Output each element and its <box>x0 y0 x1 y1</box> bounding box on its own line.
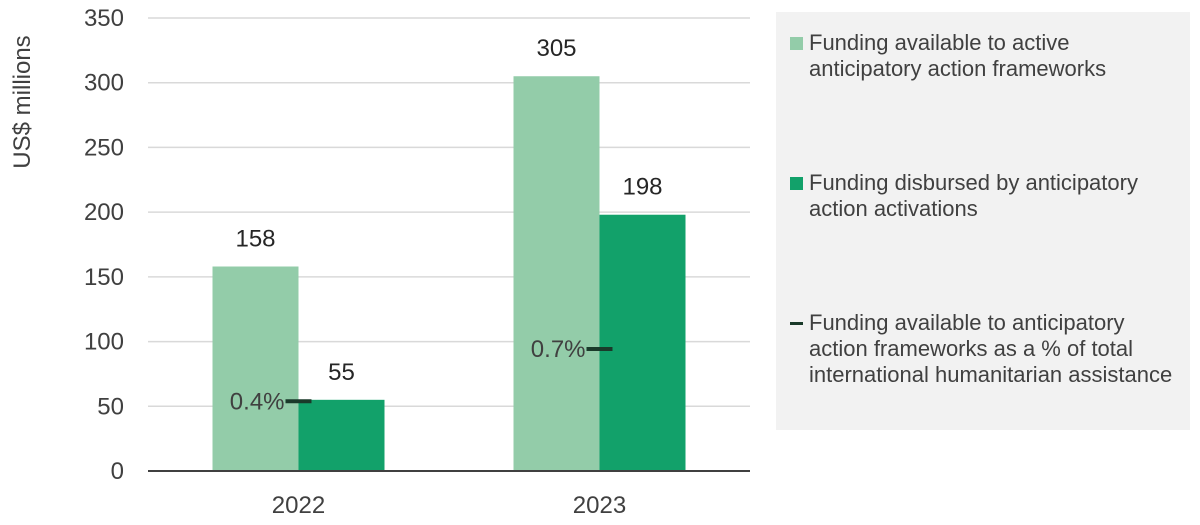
y-tick-label: 100 <box>84 329 124 356</box>
y-axis-label: US$ millions <box>9 35 36 168</box>
y-tick-label: 50 <box>97 393 124 420</box>
bar-2022-series-1 <box>212 266 299 471</box>
legend-label-available: Funding available to active anticipatory… <box>809 30 1107 81</box>
legend-swatch-available <box>790 37 803 50</box>
x-tick-label-2023: 2023 <box>573 492 626 519</box>
legend-item-available: Funding available to active anticipatory… <box>790 30 1180 82</box>
x-tick-label-2022: 2022 <box>272 492 325 519</box>
y-tick-label: 0 <box>111 458 124 485</box>
legend-label-percent: Funding available to anticipatory action… <box>809 310 1173 387</box>
data-label-2023-series-1: 305 <box>536 35 576 62</box>
labels: 0 50 100 150 200 250 300 350 158 55 2022 0.4% 305 198… <box>84 5 663 519</box>
percent-label-2023: 0.7% <box>531 336 586 363</box>
data-label-2023-series-2: 198 <box>622 174 662 201</box>
y-tick-label: 200 <box>84 199 124 226</box>
bar-2023-series-2 <box>599 214 686 471</box>
bar-2023-series-1 <box>513 76 600 471</box>
legend: Funding available to active anticipatory… <box>776 12 1190 430</box>
legend-item-percent: Funding available to anticipatory action… <box>790 310 1180 388</box>
legend-swatch-disbursed <box>790 177 803 190</box>
legend-item-disbursed: Funding disbursed by anticipatory action… <box>790 170 1180 222</box>
bars <box>212 76 686 471</box>
y-tick-label: 250 <box>84 134 124 161</box>
y-tick-label: 150 <box>84 264 124 291</box>
data-label-2022-series-2: 55 <box>328 359 355 386</box>
y-tick-label: 300 <box>84 70 124 97</box>
percent-label-2022: 0.4% <box>230 388 285 415</box>
y-tick-label: 350 <box>84 5 124 32</box>
bar-chart: 0 50 100 150 200 250 300 350 158 55 2022 0.4% 305 198… <box>9 5 750 519</box>
legend-label-disbursed: Funding disbursed by anticipatory action… <box>809 170 1138 221</box>
data-label-2022-series-1: 158 <box>235 226 275 253</box>
legend-dash-percent <box>790 322 803 325</box>
bar-2022-series-2 <box>298 399 385 471</box>
